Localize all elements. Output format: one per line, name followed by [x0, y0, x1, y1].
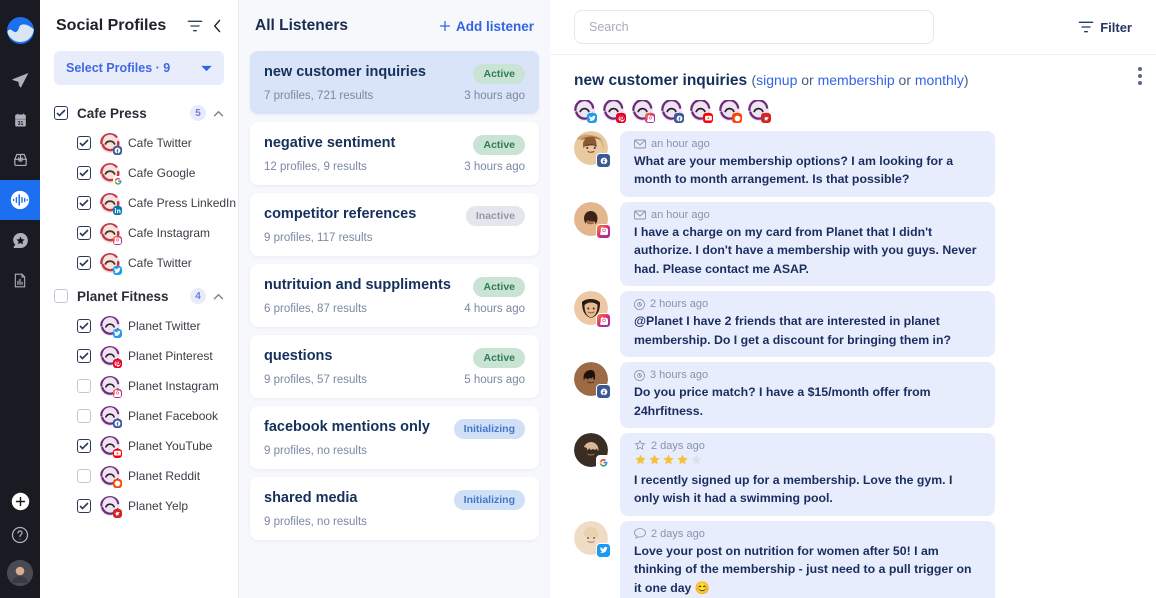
svg-text:31: 31: [17, 120, 23, 126]
